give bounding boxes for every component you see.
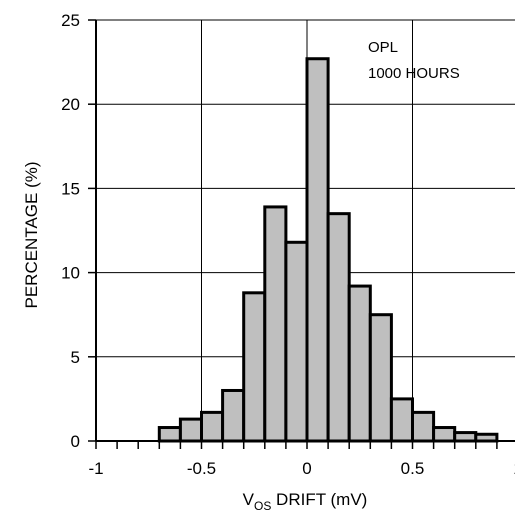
- histogram-bar: [347, 284, 372, 443]
- x-axis-title-main: V: [243, 490, 255, 509]
- axes: [88, 19, 515, 449]
- annotation-line-1: OPL: [368, 39, 398, 56]
- histogram-bar: [178, 417, 203, 443]
- histogram-bar: [474, 432, 499, 443]
- annotation-line-2: 1000 HOURS: [368, 65, 460, 82]
- histogram-bar: [432, 426, 457, 443]
- x-tick-label: -0.5: [187, 459, 216, 478]
- histogram-bar: [389, 397, 414, 443]
- x-tick-label: 0: [302, 459, 311, 478]
- y-tick-label: 0: [71, 432, 80, 451]
- histogram-bar: [368, 313, 393, 443]
- tick-labels: 0 5 10 15 20 25 -1 -0.5 0 0.5 1: [61, 11, 515, 478]
- y-tick-label: 20: [61, 95, 80, 114]
- histogram-bar: [263, 205, 288, 443]
- bars: [157, 57, 499, 443]
- x-tick-label: -1: [88, 459, 103, 478]
- x-tick-label: 1: [513, 459, 515, 478]
- y-axis-title: PERCENTAGE (%): [22, 161, 41, 308]
- histogram-bar: [221, 388, 246, 443]
- histogram-bar: [305, 57, 330, 443]
- histogram-bar: [453, 431, 478, 443]
- histogram-bar: [411, 410, 436, 443]
- x-axis-title-subscript: OS: [254, 499, 271, 513]
- y-tick-label: 5: [71, 348, 80, 367]
- histogram-bar: [242, 291, 267, 443]
- annotation: OPL 1000 HOURS: [368, 39, 460, 82]
- x-axis-title-rest: DRIFT (mV): [271, 490, 367, 509]
- histogram-bar: [157, 426, 182, 443]
- histogram-bar: [284, 240, 309, 443]
- x-axis-title: VOS DRIFT (mV): [243, 490, 368, 513]
- y-tick-label: 25: [61, 11, 80, 30]
- histogram-bar: [200, 410, 225, 443]
- y-tick-label: 10: [61, 264, 80, 283]
- y-tick-label: 15: [61, 179, 80, 198]
- histogram-bar: [326, 212, 351, 443]
- x-tick-label: 0.5: [401, 459, 425, 478]
